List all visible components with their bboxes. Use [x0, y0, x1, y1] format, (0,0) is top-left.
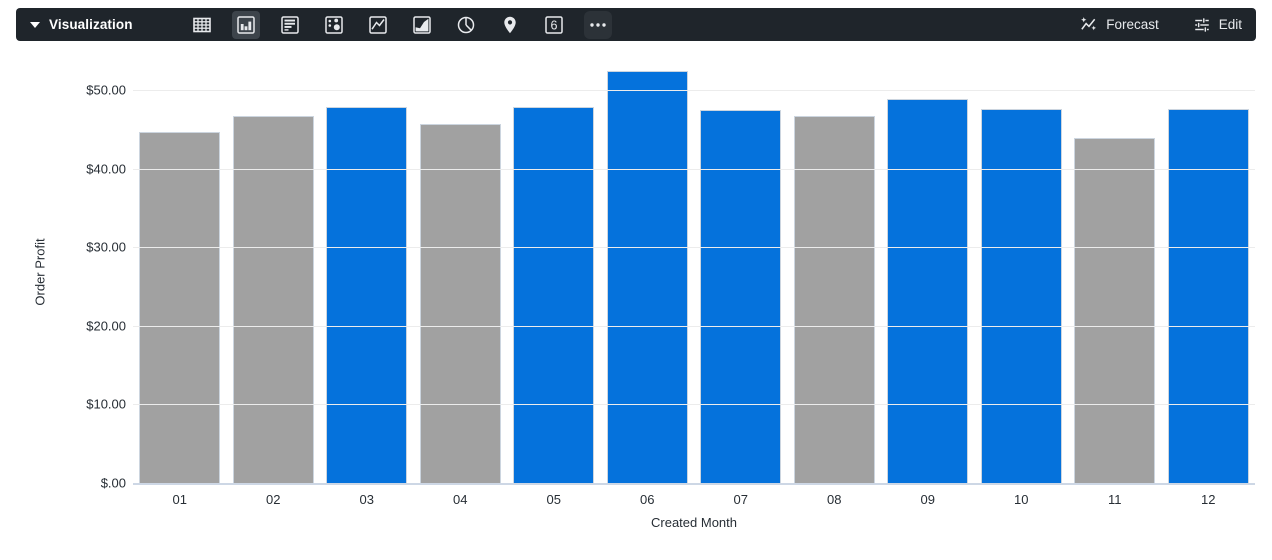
y-tick-label: $.00 — [100, 475, 126, 491]
caret-down-icon — [30, 21, 40, 28]
chart-type-table-icon[interactable] — [188, 11, 216, 39]
bar-06[interactable] — [606, 71, 688, 483]
bar-03[interactable] — [326, 107, 408, 483]
x-tick-label: 06 — [640, 492, 655, 507]
bar-09[interactable] — [887, 99, 969, 483]
bar-10[interactable] — [980, 108, 1062, 483]
column-chart: Order Profit $.00 $10.00 $20.00 $30.00 $40.0… — [0, 41, 1272, 560]
bar-01[interactable] — [139, 131, 221, 483]
bar-12[interactable] — [1167, 108, 1249, 483]
bar-slot — [414, 62, 508, 483]
gridline — [133, 90, 1255, 91]
gridline — [133, 247, 1255, 249]
bars-container — [133, 62, 1255, 483]
y-tick-label: $40.00 — [86, 161, 126, 177]
y-tick-label: $50.00 — [86, 82, 126, 98]
x-tick-label: 04 — [453, 492, 468, 507]
x-axis-ticks: 01 02 03 04 05 06 07 08 09 10 11 12 — [133, 492, 1255, 507]
bar-slot — [975, 62, 1069, 483]
edit-button[interactable]: Edit — [1193, 16, 1242, 34]
gridline — [133, 168, 1255, 170]
chart-type-selector: 6 — [188, 10, 612, 39]
x-tick-label: 11 — [1108, 492, 1122, 507]
bar-02[interactable] — [232, 115, 314, 483]
bar-slot — [1068, 62, 1162, 483]
bar-slot — [881, 62, 975, 483]
bar-11[interactable] — [1074, 137, 1156, 483]
bar-05[interactable] — [513, 107, 595, 483]
x-tick-label: 07 — [733, 492, 748, 507]
chart-type-map-icon[interactable] — [496, 11, 524, 39]
edit-icon — [1193, 16, 1211, 34]
visualization-collapse-toggle[interactable]: Visualization — [30, 8, 133, 41]
x-tick-label: 12 — [1201, 492, 1216, 507]
x-tick-label: 05 — [546, 492, 561, 507]
gridline — [133, 404, 1255, 406]
bar-04[interactable] — [419, 123, 501, 483]
x-tick-label: 02 — [266, 492, 281, 507]
chart-type-line-icon[interactable] — [364, 11, 392, 39]
chart-type-single-value-icon[interactable]: 6 — [540, 11, 568, 39]
x-axis-title: Created Month — [651, 515, 737, 530]
bar-slot — [694, 62, 788, 483]
chart-type-bar-icon[interactable] — [276, 11, 304, 39]
bar-slot — [601, 62, 695, 483]
bar-08[interactable] — [793, 115, 875, 483]
forecast-icon — [1079, 15, 1098, 34]
x-tick-label: 03 — [359, 492, 374, 507]
visualization-title: Visualization — [49, 17, 133, 32]
bar-slot — [507, 62, 601, 483]
forecast-label: Forecast — [1106, 17, 1159, 32]
bar-slot — [320, 62, 414, 483]
bar-slot — [227, 62, 321, 483]
bar-slot — [133, 62, 227, 483]
bar-slot — [1162, 62, 1256, 483]
plot-area — [133, 62, 1255, 485]
x-tick-label: 10 — [1014, 492, 1029, 507]
x-tick-label: 08 — [827, 492, 842, 507]
y-tick-label: $30.00 — [86, 239, 126, 255]
visualization-toolbar: Visualization 6 Forecast — [16, 8, 1256, 41]
gridline — [133, 325, 1255, 327]
chart-type-column-icon[interactable] — [232, 10, 260, 39]
chart-type-area-icon[interactable] — [408, 11, 436, 39]
edit-label: Edit — [1218, 17, 1242, 32]
bar-slot — [788, 62, 882, 483]
y-axis-ticks: $.00 $10.00 $20.00 $30.00 $40.00 $50.00 — [0, 62, 126, 491]
y-tick-label: $10.00 — [86, 396, 126, 412]
svg-text:6: 6 — [551, 18, 558, 32]
chart-type-scatter-icon[interactable] — [320, 11, 348, 39]
x-tick-label: 01 — [172, 492, 187, 507]
x-tick-label: 09 — [920, 492, 935, 507]
chart-type-more-icon[interactable] — [584, 10, 612, 39]
chart-type-pie-icon[interactable] — [452, 11, 480, 39]
y-tick-label: $20.00 — [86, 318, 126, 334]
toolbar-actions: Forecast Edit — [1079, 8, 1242, 41]
forecast-button[interactable]: Forecast — [1079, 15, 1159, 34]
bar-07[interactable] — [700, 110, 782, 483]
